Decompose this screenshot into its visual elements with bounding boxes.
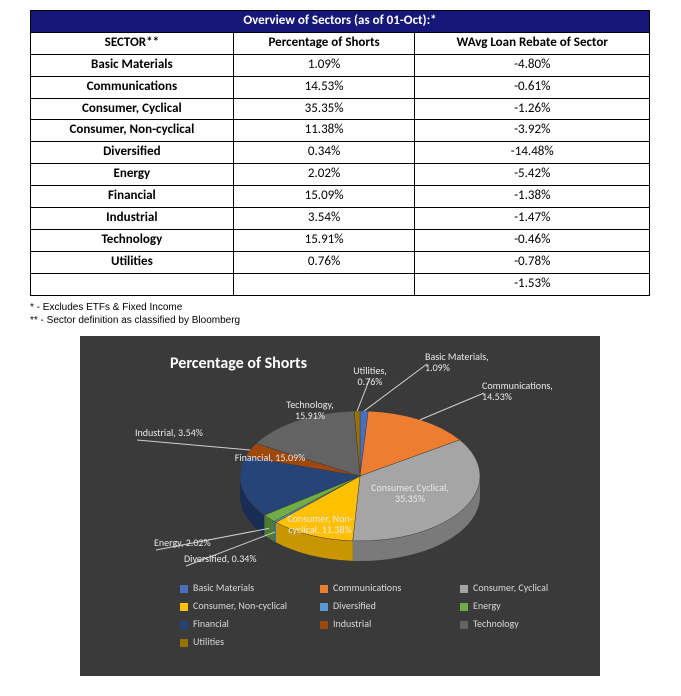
chart-wrapper: Percentage of ShortsBasic Materials,1.09… [80,336,661,676]
rebate-cell: -14.48% [415,142,650,164]
table-row: Basic Materials1.09%-4.80% [31,54,650,76]
table-row: Energy2.02%-5.42% [31,164,650,186]
legend-label: Communications [333,581,401,594]
slice-label: Utilities,0.76% [353,364,387,388]
sector-cell: Technology [31,229,234,251]
table-row: Diversified0.34%-14.48% [31,142,650,164]
pie-chart: Percentage of ShortsBasic Materials,1.09… [80,336,600,676]
sector-table: Overview of Sectors (as of 01-Oct):* SEC… [30,10,650,296]
pct-cell: 0.34% [233,142,415,164]
sector-cell: Diversified [31,142,234,164]
pct-cell: 1.09% [233,54,415,76]
sector-cell: Communications [31,76,234,98]
legend-swatch [180,603,188,611]
total-sector-cell [31,273,234,295]
legend-label: Energy [473,599,501,612]
rebate-cell: -3.92% [415,120,650,142]
page-root: Overview of Sectors (as of 01-Oct):* SEC… [0,0,681,696]
slice-label: Industrial, 3.54% [135,426,203,439]
pie-top [240,411,480,541]
rebate-cell: -5.42% [415,164,650,186]
legend-swatch [180,585,188,593]
legend-label: Consumer, Non-cyclical [193,599,287,612]
legend-swatch [320,621,328,629]
pct-cell: 15.91% [233,229,415,251]
rebate-cell: -4.80% [415,54,650,76]
legend-label: Basic Materials [193,581,254,594]
table-body: Basic Materials1.09%-4.80%Communications… [31,54,650,295]
table-row: Utilities0.76%-0.78% [31,251,650,273]
pct-cell: 14.53% [233,76,415,98]
slice-label: Financial, 15.09% [235,451,306,464]
sector-cell: Consumer, Non-cyclical [31,120,234,142]
legend-label: Industrial [333,617,371,630]
table-total-row: -1.53% [31,273,650,295]
footnote-1: * - Excludes ETFs & Fixed Income [30,302,661,313]
table-row: Consumer, Cyclical35.35%-1.26% [31,98,650,120]
legend-label: Technology [473,617,519,630]
pct-cell: 2.02% [233,164,415,186]
slice-label: Consumer, Non-cyclical, 11.38% [287,512,352,536]
col-header-sector: SECTOR** [31,32,234,54]
slice-label: Energy, 2.02% [154,536,211,549]
legend-label: Financial [193,617,229,630]
rebate-cell: -0.46% [415,229,650,251]
sector-cell: Energy [31,164,234,186]
table-header-row: SECTOR** Percentage of Shorts WAvg Loan … [31,32,650,54]
sector-cell: Basic Materials [31,54,234,76]
pct-cell: 0.76% [233,251,415,273]
legend-swatch [460,603,468,611]
table-row: Consumer, Non-cyclical11.38%-3.92% [31,120,650,142]
legend-swatch [460,585,468,593]
pct-cell: 3.54% [233,208,415,230]
col-header-pct: Percentage of Shorts [233,32,415,54]
table-row: Communications14.53%-0.61% [31,76,650,98]
total-rebate-cell: -1.53% [415,273,650,295]
legend-swatch [180,621,188,629]
footnotes: * - Excludes ETFs & Fixed Income ** - Se… [30,302,661,326]
pct-cell: 15.09% [233,186,415,208]
rebate-cell: -1.47% [415,208,650,230]
legend-swatch [320,585,328,593]
table-row: Financial15.09%-1.38% [31,186,650,208]
rebate-cell: -1.38% [415,186,650,208]
footnote-2: ** - Sector definition as classified by … [30,315,661,326]
table-title-row: Overview of Sectors (as of 01-Oct):* [31,11,650,33]
legend-swatch [460,621,468,629]
total-pct-cell [233,273,415,295]
rebate-cell: -0.61% [415,76,650,98]
col-header-rebate: WAvg Loan Rebate of Sector [415,32,650,54]
sector-cell: Utilities [31,251,234,273]
pct-cell: 11.38% [233,120,415,142]
rebate-cell: -1.26% [415,98,650,120]
table-row: Technology15.91%-0.46% [31,229,650,251]
table-title: Overview of Sectors (as of 01-Oct):* [31,11,650,33]
legend-label: Diversified [333,599,376,612]
legend-label: Consumer, Cyclical [473,581,548,594]
legend-swatch [320,603,328,611]
chart-title: Percentage of Shorts [170,354,307,373]
sector-cell: Industrial [31,208,234,230]
rebate-cell: -0.78% [415,251,650,273]
pct-cell: 35.35% [233,98,415,120]
sector-cell: Financial [31,186,234,208]
sector-cell: Consumer, Cyclical [31,98,234,120]
slice-label: Diversified, 0.34% [184,552,257,565]
legend-label: Utilities [193,635,224,648]
table-row: Industrial3.54%-1.47% [31,208,650,230]
